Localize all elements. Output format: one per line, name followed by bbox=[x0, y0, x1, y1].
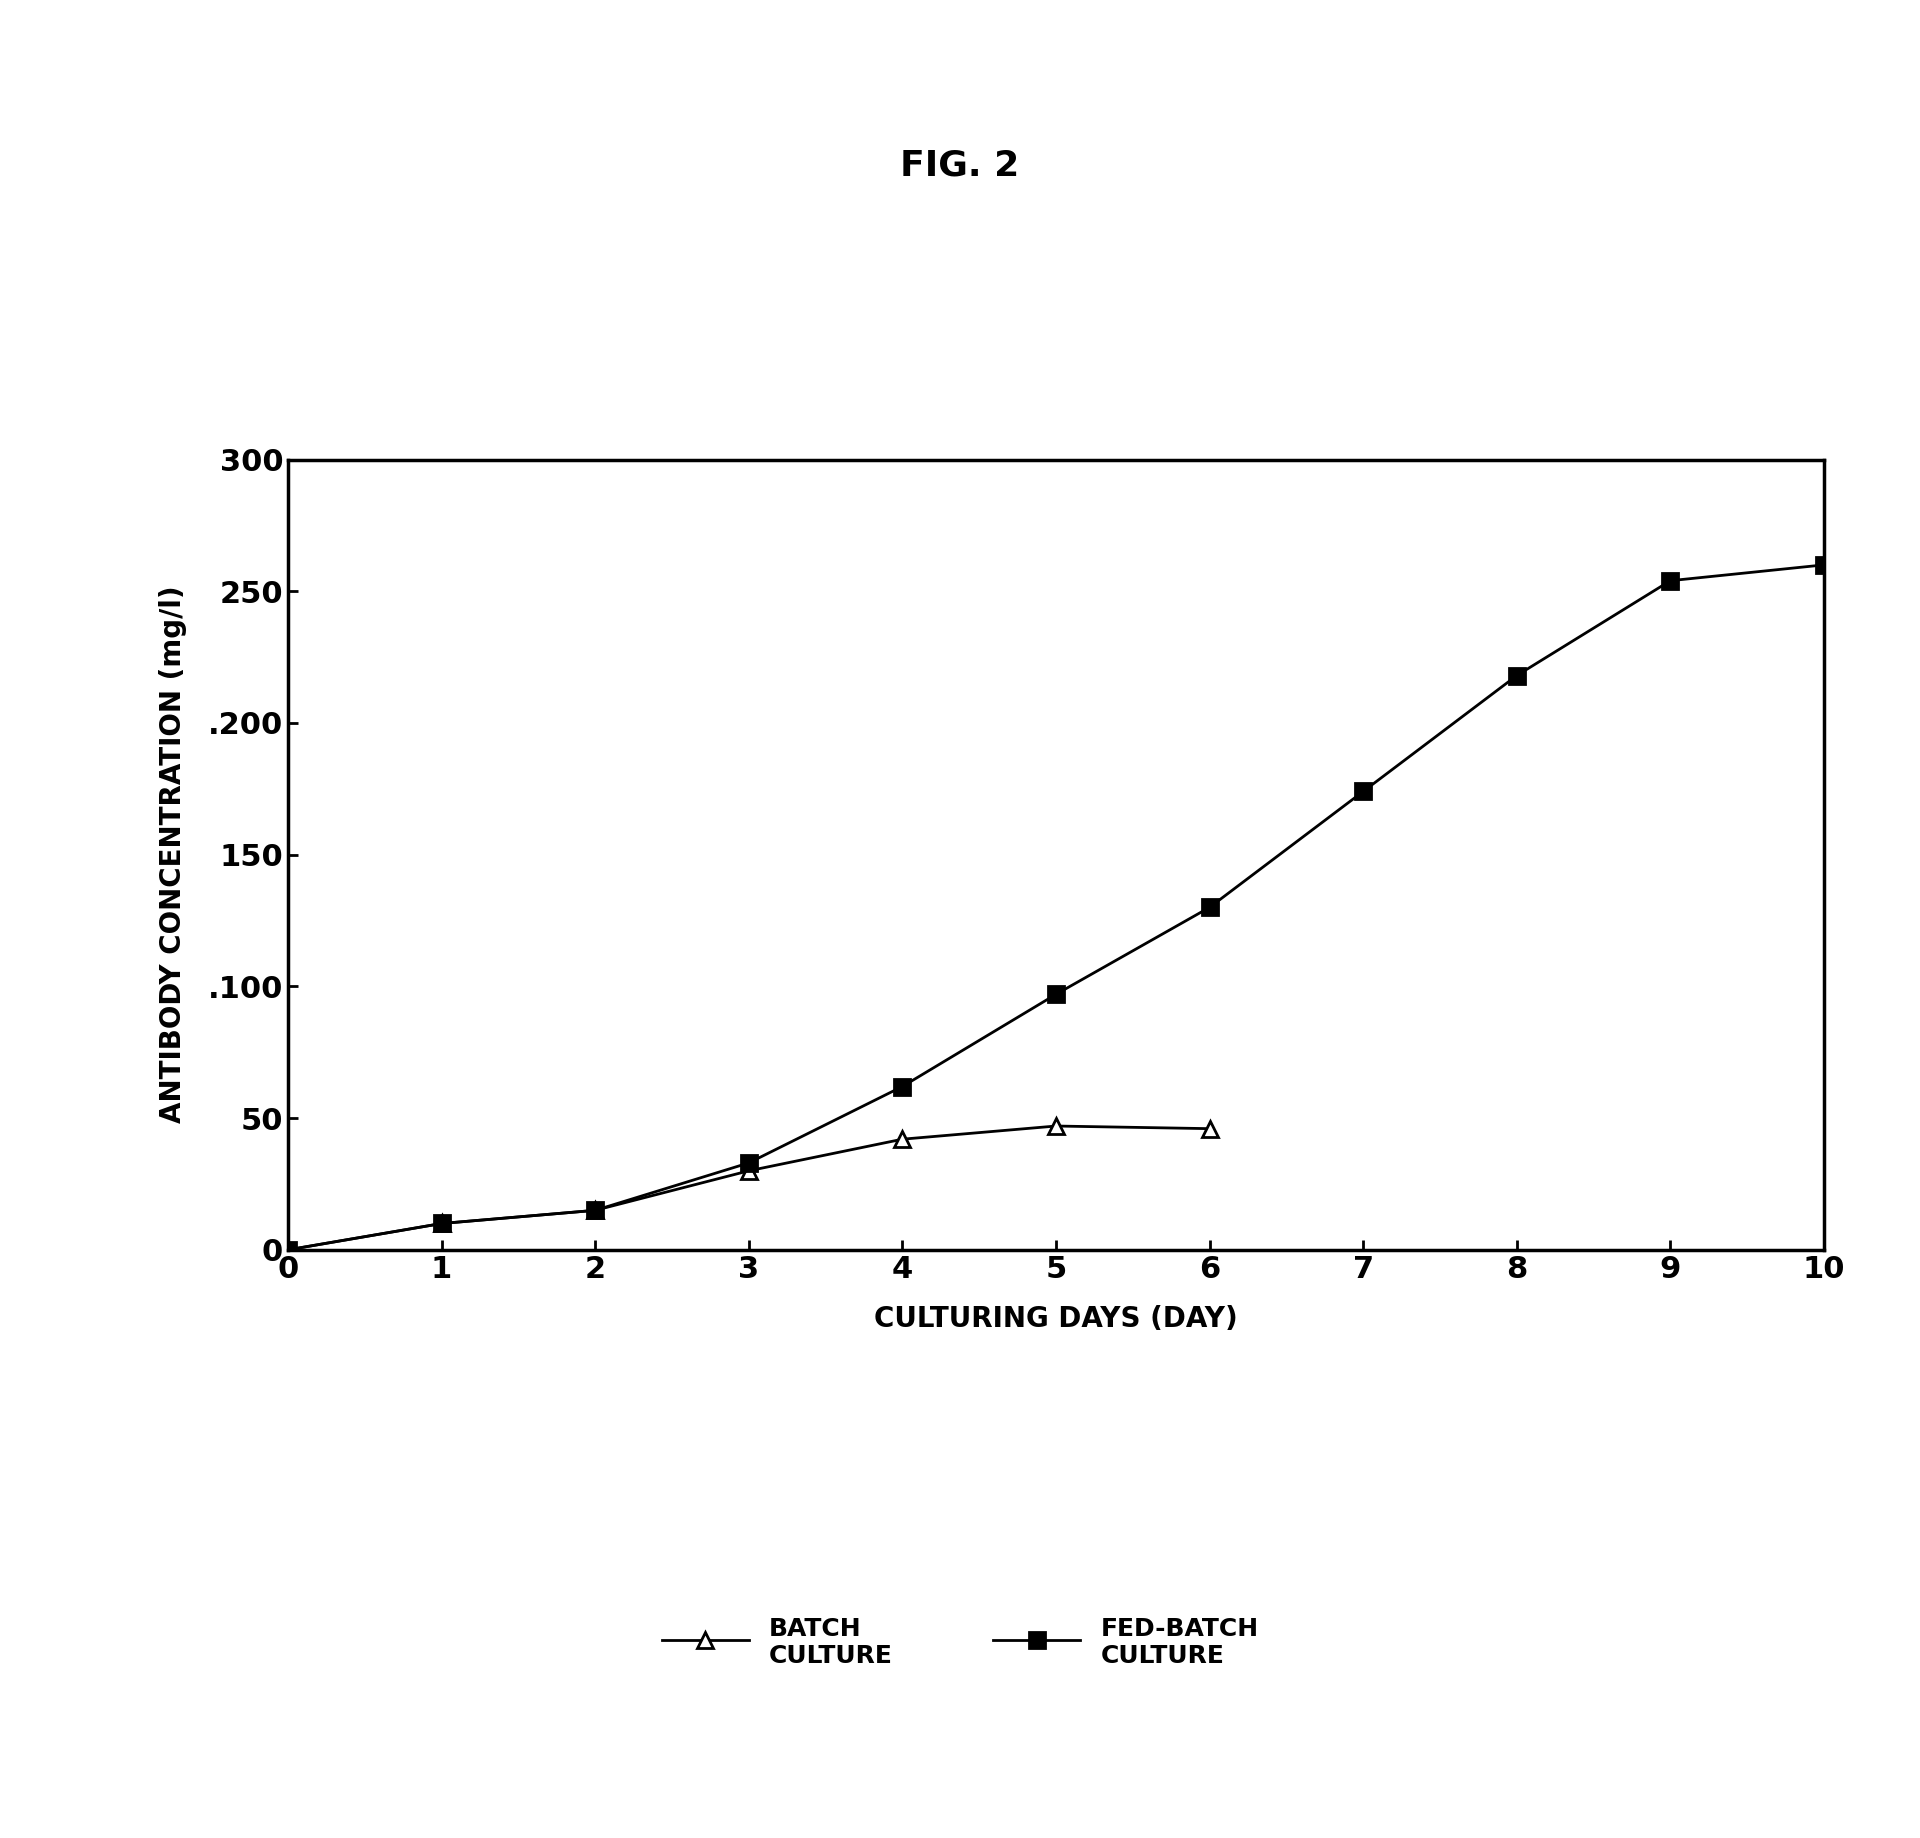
FED-BATCH
CULTURE bbox=[1505, 665, 1528, 687]
BATCH
CULTURE bbox=[1044, 1116, 1068, 1138]
FED-BATCH
CULTURE bbox=[1198, 897, 1221, 919]
Y-axis label: ANTIBODY CONCENTRATION (mg/l): ANTIBODY CONCENTRATION (mg/l) bbox=[159, 586, 186, 1123]
FED-BATCH
CULTURE bbox=[1044, 983, 1068, 1005]
FED-BATCH
CULTURE bbox=[430, 1213, 453, 1235]
Line: BATCH
CULTURE: BATCH CULTURE bbox=[280, 1118, 1217, 1259]
FED-BATCH
CULTURE bbox=[1812, 553, 1836, 575]
FED-BATCH
CULTURE bbox=[891, 1075, 914, 1097]
BATCH
CULTURE bbox=[891, 1129, 914, 1151]
BATCH
CULTURE bbox=[584, 1198, 607, 1220]
BATCH
CULTURE bbox=[737, 1160, 760, 1182]
FED-BATCH
CULTURE bbox=[276, 1239, 300, 1261]
BATCH
CULTURE bbox=[1198, 1118, 1221, 1140]
Legend: BATCH
CULTURE, FED-BATCH
CULTURE: BATCH CULTURE, FED-BATCH CULTURE bbox=[651, 1606, 1269, 1678]
FED-BATCH
CULTURE bbox=[1659, 570, 1682, 592]
X-axis label: CULTURING DAYS (DAY): CULTURING DAYS (DAY) bbox=[874, 1305, 1238, 1333]
Line: FED-BATCH
CULTURE: FED-BATCH CULTURE bbox=[280, 557, 1832, 1257]
FED-BATCH
CULTURE bbox=[1352, 781, 1375, 803]
BATCH
CULTURE bbox=[430, 1213, 453, 1235]
FED-BATCH
CULTURE bbox=[737, 1152, 760, 1174]
Text: FIG. 2: FIG. 2 bbox=[900, 149, 1020, 182]
FED-BATCH
CULTURE bbox=[584, 1198, 607, 1220]
BATCH
CULTURE bbox=[276, 1239, 300, 1261]
